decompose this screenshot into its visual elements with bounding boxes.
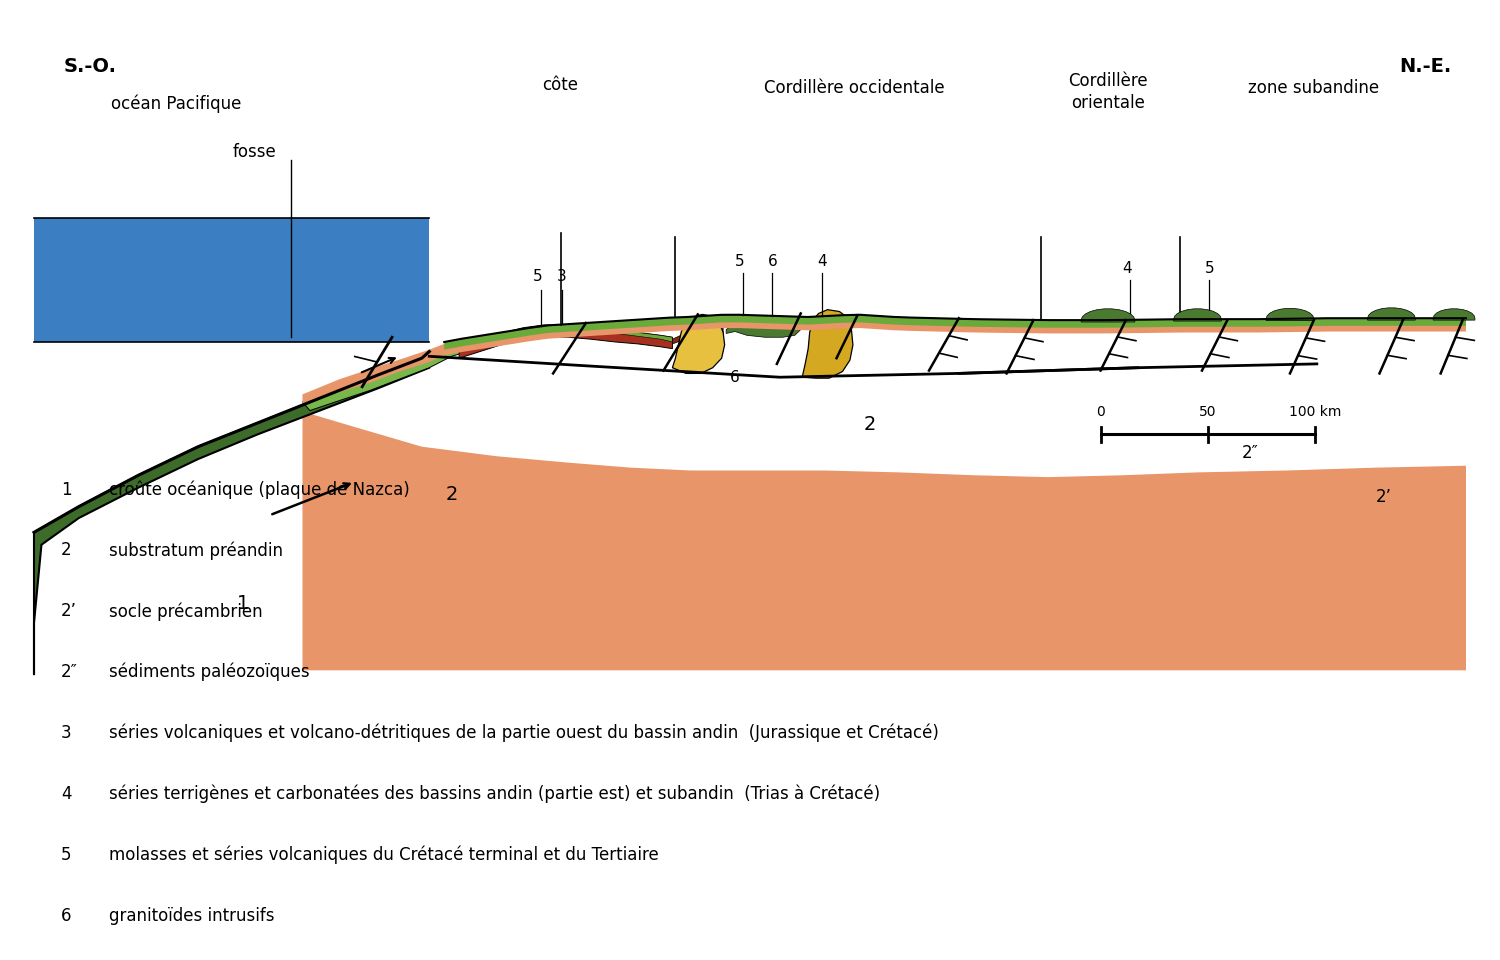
Text: 4: 4 bbox=[62, 785, 72, 804]
Polygon shape bbox=[1368, 308, 1416, 320]
Text: 2’: 2’ bbox=[62, 602, 76, 620]
Text: 50: 50 bbox=[1198, 405, 1216, 420]
Text: côte: côte bbox=[543, 76, 579, 94]
Polygon shape bbox=[1432, 309, 1474, 320]
Text: 2″: 2″ bbox=[62, 663, 78, 682]
Text: 3: 3 bbox=[556, 269, 567, 284]
Polygon shape bbox=[672, 315, 724, 373]
Text: N.-E.: N.-E. bbox=[1400, 57, 1450, 76]
Text: 2: 2 bbox=[862, 416, 876, 434]
Text: zone subandine: zone subandine bbox=[1248, 79, 1380, 97]
Polygon shape bbox=[1173, 309, 1221, 321]
Polygon shape bbox=[459, 324, 672, 358]
Text: 5: 5 bbox=[534, 269, 543, 284]
Text: substratum préandin: substratum préandin bbox=[108, 541, 282, 560]
Text: 2: 2 bbox=[446, 485, 458, 504]
Text: 100 km: 100 km bbox=[1288, 405, 1341, 420]
Polygon shape bbox=[1082, 309, 1136, 322]
Polygon shape bbox=[672, 327, 723, 344]
Text: 2: 2 bbox=[62, 541, 72, 560]
Text: 1: 1 bbox=[237, 594, 249, 613]
Polygon shape bbox=[303, 412, 1465, 670]
Text: S.-O.: S.-O. bbox=[64, 57, 117, 76]
Text: 0: 0 bbox=[1096, 405, 1106, 420]
Text: molasses et séries volcaniques du Crétacé terminal et du Tertiaire: molasses et séries volcaniques du Crétac… bbox=[108, 846, 658, 864]
Polygon shape bbox=[444, 315, 1466, 355]
Text: séries volcaniques et volcano-détritiques de la partie ouest du bassin andin  (J: séries volcaniques et volcano-détritique… bbox=[108, 724, 939, 742]
Text: 6: 6 bbox=[730, 370, 740, 385]
Text: granitoïdes intrusifs: granitoïdes intrusifs bbox=[108, 907, 274, 924]
Text: 5: 5 bbox=[62, 846, 72, 864]
Text: croûte océanique (plaque de Nazca): croûte océanique (plaque de Nazca) bbox=[108, 480, 410, 499]
Text: 2″: 2″ bbox=[1242, 444, 1258, 463]
Polygon shape bbox=[303, 339, 459, 412]
Text: 6: 6 bbox=[62, 907, 72, 924]
Text: 4: 4 bbox=[818, 253, 827, 269]
Text: Cordillère occidentale: Cordillère occidentale bbox=[764, 79, 945, 97]
Text: séries terrigènes et carbonatées des bassins andin (partie est) et subandin  (Tr: séries terrigènes et carbonatées des bas… bbox=[108, 785, 879, 804]
Text: socle précambrien: socle précambrien bbox=[108, 602, 262, 620]
Text: 5: 5 bbox=[1204, 261, 1214, 276]
Text: 2’: 2’ bbox=[1376, 488, 1392, 506]
Text: 6: 6 bbox=[768, 253, 777, 269]
Text: 1: 1 bbox=[62, 481, 72, 498]
Text: 3: 3 bbox=[62, 724, 72, 742]
Text: fosse: fosse bbox=[232, 143, 276, 160]
Polygon shape bbox=[726, 316, 801, 337]
Polygon shape bbox=[444, 315, 1466, 349]
Text: sédiments paléozoïques: sédiments paléozoïques bbox=[108, 663, 309, 682]
Polygon shape bbox=[34, 218, 429, 342]
Text: Cordillère
orientale: Cordillère orientale bbox=[1068, 72, 1148, 111]
Polygon shape bbox=[34, 354, 429, 675]
Text: océan Pacifique: océan Pacifique bbox=[111, 95, 242, 113]
Polygon shape bbox=[303, 342, 474, 411]
Text: 5: 5 bbox=[735, 253, 744, 269]
Polygon shape bbox=[459, 324, 672, 349]
Polygon shape bbox=[1266, 308, 1314, 321]
Text: 4: 4 bbox=[1122, 261, 1132, 276]
Polygon shape bbox=[802, 310, 853, 378]
